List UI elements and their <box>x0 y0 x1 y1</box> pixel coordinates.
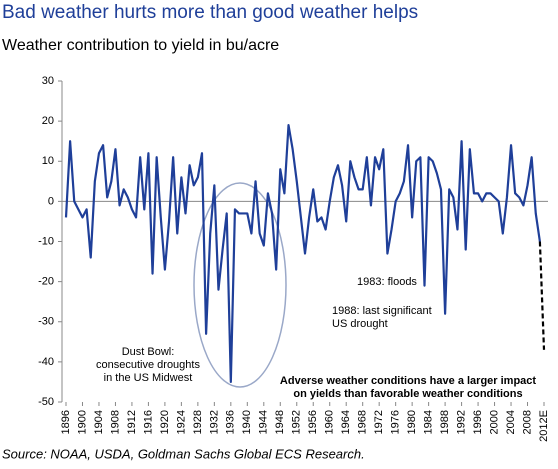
x-tick-label: 1968 <box>357 410 369 434</box>
y-tick-label: 20 <box>42 115 54 127</box>
x-tick-label: 1908 <box>109 410 121 434</box>
y-tick-label: 0 <box>48 195 54 207</box>
annotation: 1988: last significant <box>332 305 432 317</box>
x-tick-label: 1924 <box>175 410 187 434</box>
annotation: Dust Bowl: <box>122 346 175 358</box>
x-tick-label: 2000 <box>488 410 500 434</box>
y-tick-label: 10 <box>42 155 54 167</box>
x-tick-label: 1996 <box>472 410 484 434</box>
source: Source: NOAA, USDA, Goldman Sachs Global… <box>2 446 365 461</box>
x-tick-label: 1992 <box>455 410 467 434</box>
x-tick-label: 1916 <box>142 410 154 434</box>
x-tick-label: 1952 <box>291 410 303 434</box>
x-tick-label: 1956 <box>307 410 319 434</box>
x-tick-label: 1960 <box>324 410 336 434</box>
x-tick-label: 1928 <box>192 410 204 434</box>
annotation: 1983: floods <box>357 276 417 288</box>
x-tick-label: 1984 <box>423 410 435 434</box>
annotation: Adverse weather conditions have a larger… <box>280 375 536 387</box>
x-tick-label: 1980 <box>406 410 418 434</box>
y-tick-label: -20 <box>38 276 54 288</box>
estimate-line <box>538 241 546 350</box>
y-tick-label: -10 <box>38 235 54 247</box>
x-tick-label: 1976 <box>390 410 402 434</box>
x-tick-label: 1988 <box>439 410 451 434</box>
y-tick-label: 30 <box>42 75 54 87</box>
annotation: US drought <box>332 318 388 330</box>
annotation: on yields than favorable weather conditi… <box>293 388 522 400</box>
x-tick-label: 1920 <box>159 410 171 434</box>
highlight-ellipse <box>193 182 287 388</box>
y-tick-label: -50 <box>38 396 54 408</box>
y-tick-label: -40 <box>38 356 54 368</box>
x-tick-label: 2012E <box>538 410 550 442</box>
x-tick-label: 1972 <box>373 410 385 434</box>
x-tick-label: 1948 <box>274 410 286 434</box>
annotation: consecutive droughts <box>96 359 200 371</box>
x-tick-label: 1932 <box>208 410 220 434</box>
x-tick-label: 1964 <box>340 410 352 434</box>
x-tick-label: 2008 <box>521 410 533 434</box>
data-line <box>64 124 541 384</box>
x-tick-label: 2004 <box>505 410 517 434</box>
chart-title: Bad weather hurts more than good weather… <box>2 2 418 23</box>
annotation: in the US Midwest <box>104 372 193 384</box>
y-tick-label: -30 <box>38 316 54 328</box>
chart-subtitle: Weather contribution to yield in bu/acre <box>2 37 279 54</box>
x-tick-label: 1900 <box>76 410 88 434</box>
x-tick-label: 1940 <box>241 410 253 434</box>
x-tick-label: 1896 <box>60 410 72 434</box>
x-tick-label: 1944 <box>258 410 270 434</box>
x-tick-label: 1936 <box>225 410 237 434</box>
x-tick-label: 1904 <box>93 410 105 434</box>
x-tick-label: 1912 <box>126 410 138 434</box>
